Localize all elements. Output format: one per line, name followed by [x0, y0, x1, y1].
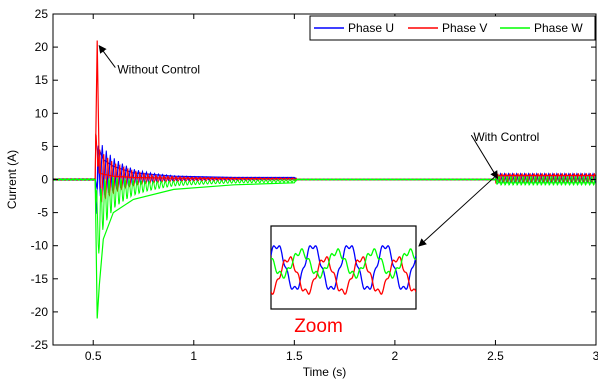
x-axis-label: Time (s): [303, 365, 347, 379]
zoom-inset: Zoom: [270, 175, 496, 337]
legend-box: [309, 15, 596, 41]
x-tick-label: 3: [593, 349, 598, 363]
tick-group: 0.5 1 1.5 2 2.5 3 -25 -20 -15 -10 -5 0 5 10 15 20 25: [31, 7, 598, 363]
annotation-arrow: [470, 134, 498, 180]
zoom-box: [270, 225, 417, 310]
plot-series-group: [53, 40, 596, 319]
annotation-label: Without Control: [117, 63, 200, 77]
y-tick-label: 15: [35, 73, 49, 87]
y-tick-label: -15: [31, 272, 49, 286]
zoom-line-phase-w: [271, 248, 416, 279]
legend: Phase U Phase V Phase W: [309, 15, 596, 41]
x-tick-label: 2: [392, 349, 399, 363]
x-tick-label: 1.5: [286, 349, 303, 363]
legend-label: Phase W: [534, 21, 583, 35]
x-tick-label: 1: [190, 349, 197, 363]
x-tick-label: 0.5: [85, 349, 102, 363]
y-tick-label: 10: [35, 106, 49, 120]
annotation-group: Without Control With Control: [98, 44, 539, 180]
legend-label: Phase U: [348, 21, 394, 35]
zoom-label: Zoom: [294, 316, 343, 337]
annotation-label: With Control: [473, 130, 539, 144]
y-tick-label: 20: [35, 40, 49, 54]
y-tick-label: 0: [41, 173, 48, 187]
y-tick-label: 25: [35, 7, 49, 21]
zoom-series-group: [271, 244, 416, 296]
y-axis-label: Current (A): [5, 150, 19, 209]
y-tick-label: -20: [31, 305, 49, 319]
zoom-arrow: [418, 175, 496, 247]
zoom-line-phase-v: [271, 255, 416, 296]
y-tick-label: 5: [41, 139, 48, 153]
zoom-line-phase-u: [271, 244, 416, 291]
y-tick-label: -10: [31, 239, 49, 253]
y-tick-label: -25: [31, 338, 49, 352]
y-tick-label: -5: [37, 206, 48, 220]
annotation-arrow: [98, 44, 116, 68]
legend-label: Phase V: [442, 21, 487, 35]
series-ripple-phase-w: [53, 175, 596, 254]
x-tick-label: 2.5: [487, 349, 504, 363]
